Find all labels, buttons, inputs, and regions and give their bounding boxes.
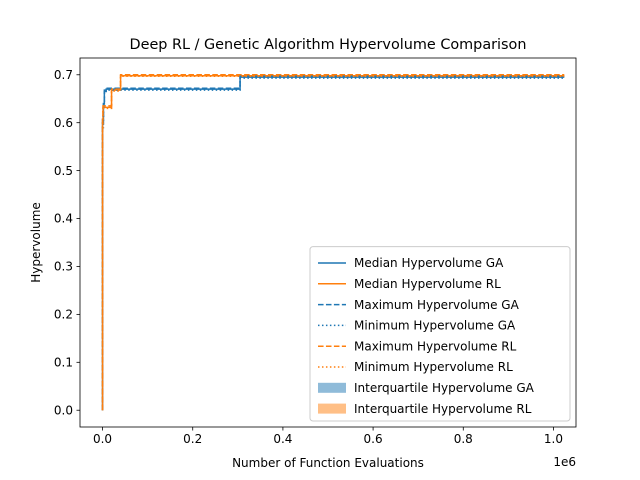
plot-series — [101, 74, 565, 411]
x-tick-label-1: 0.2 — [183, 432, 202, 446]
series-line-5 — [101, 75, 565, 411]
legend-label-6: Interquartile Hypervolume GA — [354, 381, 535, 395]
plot-area — [101, 74, 565, 411]
y-tick-label-1: 0.1 — [54, 356, 73, 370]
axes-frame — [79, 57, 577, 428]
legend-label-3: Minimum Hypervolume GA — [354, 319, 516, 333]
y-tick-label-3: 0.3 — [54, 260, 73, 274]
legend-label-1: Median Hypervolume RL — [354, 277, 501, 291]
y-tick-label-7: 0.7 — [54, 68, 73, 82]
legend-box — [309, 246, 571, 422]
x-tick-label-4: 0.8 — [454, 432, 473, 446]
x-tick-label-0: 0.0 — [93, 432, 112, 446]
legend-label-4: Maximum Hypervolume RL — [354, 339, 517, 353]
y-axis-label: Hypervolume — [29, 202, 43, 283]
legend-label-0: Median Hypervolume GA — [354, 256, 504, 270]
legend-swatch-7 — [318, 403, 346, 414]
y-tick-label-6: 0.6 — [54, 116, 73, 130]
x-axis-offset-label: 1e6 — [553, 455, 576, 469]
y-tick-label-5: 0.5 — [54, 164, 73, 178]
y-tick-label-0: 0.0 — [54, 403, 73, 417]
y-tick-label-4: 0.4 — [54, 212, 73, 226]
chart-title: Deep RL / Genetic Algorithm Hypervolume … — [130, 37, 527, 53]
legend-label-5: Minimum Hypervolume RL — [354, 360, 513, 374]
y-tick-label-2: 0.2 — [54, 308, 73, 322]
x-tick-label-2: 0.4 — [273, 432, 292, 446]
x-tick-label-3: 0.6 — [364, 432, 383, 446]
axis-ticks: 0.0 0.2 0.4 0.6 0.8 1.0 0.0 0.1 0.2 0.3 0.4 0.5 0.6 0… — [54, 68, 563, 446]
x-axis-label: Number of Function Evaluations — [232, 456, 424, 470]
x-tick-label-5: 1.0 — [544, 432, 563, 446]
legend: Median Hypervolume GA Median Hypervolume … — [309, 246, 571, 422]
legend-label-7: Interquartile Hypervolume RL — [354, 402, 532, 416]
series-line-2 — [101, 75, 565, 411]
series-line-4 — [101, 74, 565, 411]
legend-label-2: Maximum Hypervolume GA — [354, 298, 520, 312]
legend-swatch-6 — [318, 382, 346, 393]
